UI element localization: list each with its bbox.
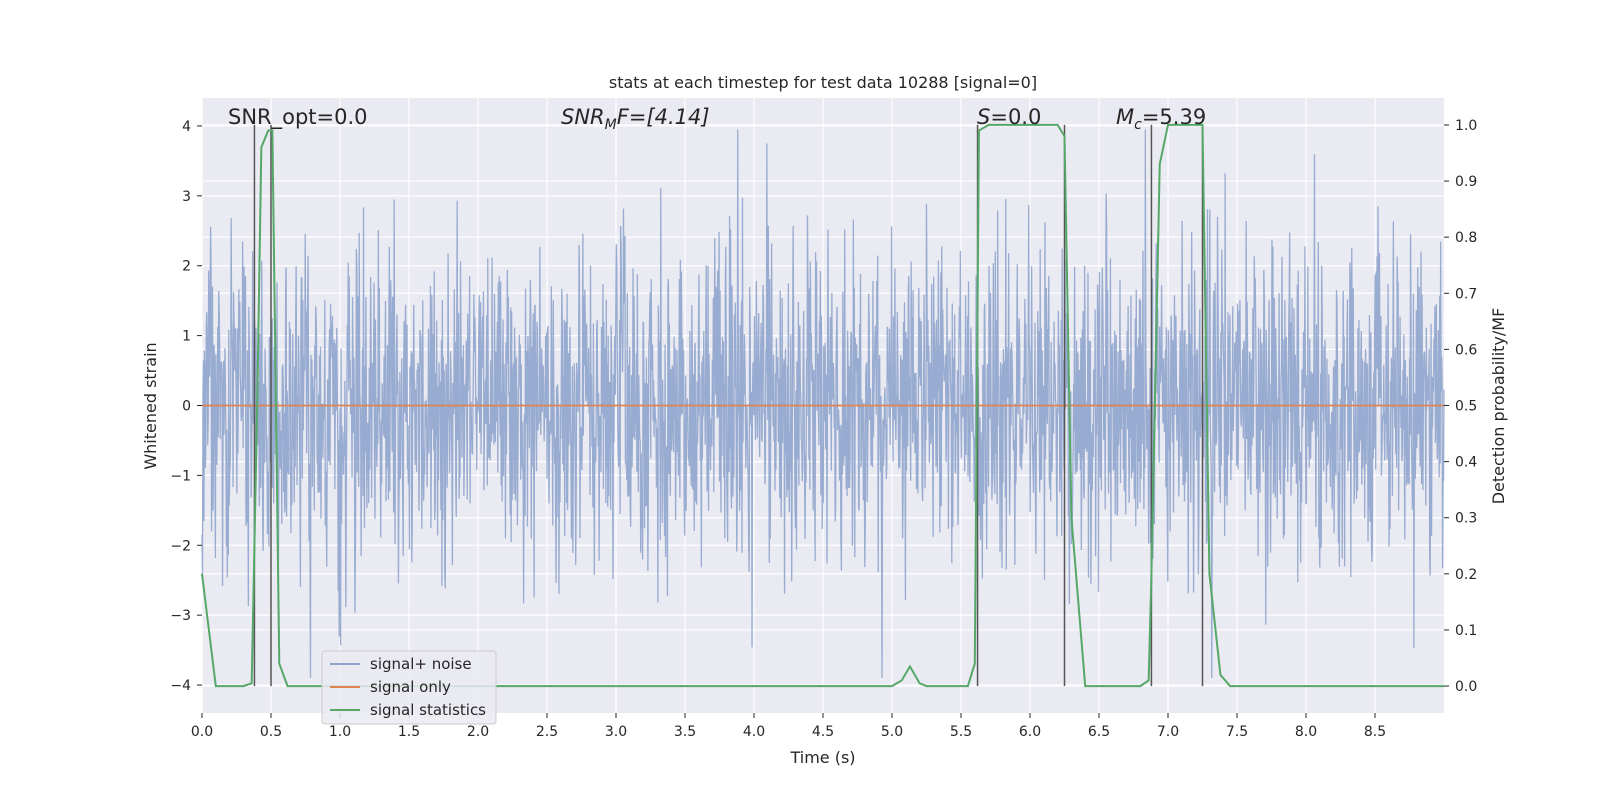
x-tick-label: 6.5	[1088, 724, 1110, 740]
y-tick-label: −2	[170, 538, 191, 554]
annotation-mc-label: M	[1116, 105, 1134, 129]
annotation-snr-mf: SNRMF=[4.14]	[561, 105, 710, 133]
annotation-mc-sub: c	[1134, 117, 1142, 133]
y-axis-right-label: Detection probability/MF	[1489, 308, 1508, 505]
y-tick-label: 2	[182, 259, 191, 275]
chart-title: stats at each timestep for test data 102…	[609, 73, 1037, 92]
x-axis-ticks: 0.0 0.5 1.0 1.5 2.0 2.5 3.0 3.5 4.0 4.5 5.0 5.5 6.0 6…	[191, 713, 1386, 740]
stats-series	[201, 123, 1444, 688]
x-tick-label: 4.0	[743, 724, 765, 740]
annotation-s-rest: =0.0	[990, 105, 1041, 129]
x-tick-label: 0.5	[260, 724, 282, 740]
x-tick-label: 5.0	[881, 724, 903, 740]
stats-line	[201, 123, 1444, 688]
y-tick-label: 4	[182, 119, 191, 135]
y-right-tick-label: 0.8	[1455, 230, 1477, 246]
x-tick-label: 7.5	[1226, 724, 1248, 740]
y-right-tick-label: 0.0	[1455, 679, 1477, 695]
y-right-tick-label: 0.5	[1455, 399, 1477, 415]
y-axis-right-ticks: 0.0 0.1 0.2 0.3 0.4 0.5 0.6 0.7 0.8 0.9 1.0	[1444, 118, 1477, 695]
y-right-tick-label: 0.9	[1455, 174, 1477, 190]
y-right-tick-label: 0.3	[1455, 511, 1477, 527]
y-axis-label: Whitened strain	[141, 342, 160, 469]
x-tick-label: 3.0	[605, 724, 627, 740]
x-tick-label: 2.0	[467, 724, 489, 740]
y-right-tick-label: 1.0	[1455, 118, 1477, 134]
y-right-tick-label: 0.7	[1455, 286, 1477, 302]
x-tick-label: 8.0	[1295, 724, 1317, 740]
noise-series	[201, 129, 1445, 679]
x-tick-label: 2.5	[536, 724, 558, 740]
annotation-snr-opt: SNR_opt=0.0	[228, 105, 368, 130]
x-tick-label: 8.5	[1364, 724, 1386, 740]
y-tick-label: 3	[182, 189, 191, 205]
y-right-tick-label: 0.6	[1455, 342, 1477, 358]
y-axis-ticks: −4 −3 −2 −1 0 1 2 3 4	[170, 119, 202, 694]
x-tick-label: 6.0	[1019, 724, 1041, 740]
x-tick-label: 1.5	[398, 724, 420, 740]
x-axis-label: Time (s)	[789, 748, 855, 767]
annotation-s: S=0.0	[977, 105, 1041, 129]
legend-box	[321, 650, 497, 725]
annotation-mc: Mc=5.39	[1116, 105, 1206, 133]
x-tick-label: 1.0	[329, 724, 351, 740]
x-tick-label: 7.0	[1157, 724, 1179, 740]
annotation-s-label: S	[977, 105, 990, 129]
y-right-tick-label: 0.2	[1455, 567, 1477, 583]
y-tick-label: 0	[182, 399, 191, 415]
y-right-tick-label: 0.4	[1455, 455, 1477, 471]
legend-label-noise: signal+ noise	[370, 655, 472, 673]
y-right-tick-label: 0.1	[1455, 623, 1477, 639]
x-tick-label: 4.5	[812, 724, 834, 740]
y-tick-label: −1	[170, 468, 191, 484]
legend: signal+ noise signal only signal statist…	[321, 650, 497, 725]
annotation-snr-mf-sub: M	[605, 117, 617, 133]
y-tick-label: 1	[182, 329, 191, 345]
annotation-mc-rest: =5.39	[1142, 105, 1206, 129]
y-tick-label: −3	[170, 608, 191, 624]
noise-line	[201, 129, 1445, 679]
legend-label-stats: signal statistics	[370, 701, 486, 719]
annotation-snr-mf-label: SNR	[561, 105, 605, 129]
x-tick-label: 3.5	[674, 724, 696, 740]
annotation-snr-mf-rest: F=[4.14]	[617, 105, 710, 129]
y-tick-label: −4	[170, 678, 191, 694]
x-tick-label: 0.0	[191, 724, 213, 740]
x-tick-label: 5.5	[950, 724, 972, 740]
legend-label-signal-only: signal only	[370, 678, 451, 696]
